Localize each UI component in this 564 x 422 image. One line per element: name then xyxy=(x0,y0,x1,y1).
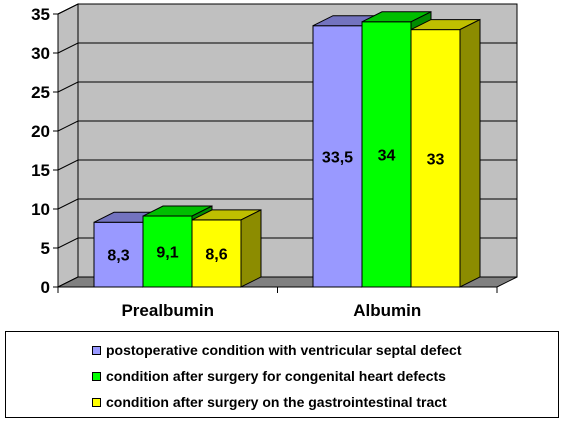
legend-item-2: condition after surgery for congenital h… xyxy=(92,368,446,384)
data-label: 33 xyxy=(427,151,445,168)
y-tick-label: 0 xyxy=(41,278,50,297)
legend-swatch-3 xyxy=(92,397,101,407)
y-tick-label: 20 xyxy=(31,122,50,141)
bar-2-albumin xyxy=(361,21,412,288)
bar-3-albumin xyxy=(410,29,461,288)
legend-label-2: condition after surgery for congenital h… xyxy=(106,368,446,384)
y-tick-label: 35 xyxy=(31,5,50,24)
bar-1-prealbumin xyxy=(93,221,144,288)
y-tick-label: 25 xyxy=(31,83,50,102)
legend-label-3: condition after surgery on the gastroint… xyxy=(106,394,447,410)
legend-item-3: condition after surgery on the gastroint… xyxy=(92,394,447,410)
data-label: 34 xyxy=(378,147,396,164)
data-label: 33,5 xyxy=(322,149,353,166)
side-wall xyxy=(57,3,79,288)
chart-bars: 8,3 9,1 8,6 33,5 34 33 xyxy=(93,10,481,288)
y-tick-label: 10 xyxy=(31,200,50,219)
data-label: 9,1 xyxy=(156,245,178,262)
y-axis: 0 5 10 15 20 25 30 35 xyxy=(31,5,59,297)
y-tick-label: 15 xyxy=(31,161,50,180)
bar-chart: 0 5 10 15 20 25 30 35 8,3 9,1 8,6 33,5 34 33 Prealbu… xyxy=(31,3,518,320)
x-category-label: Albumin xyxy=(353,301,421,320)
legend-swatch-2 xyxy=(92,371,101,381)
gridline-35 xyxy=(57,3,517,15)
x-category-label: Prealbumin xyxy=(121,301,214,320)
bar-side-3-albumin xyxy=(459,18,481,288)
legend-swatch-1 xyxy=(92,345,101,355)
bar-side-3-prealbumin xyxy=(240,209,262,288)
data-label: 8,6 xyxy=(205,246,227,263)
bar-1-albumin xyxy=(312,25,363,288)
legend-label-1: postoperative condition with ventricular… xyxy=(106,342,462,358)
y-tick-label: 30 xyxy=(31,44,50,63)
data-label: 8,3 xyxy=(107,248,129,265)
legend-item-1: postoperative condition with ventricular… xyxy=(92,342,462,358)
x-axis: Prealbumin Albumin xyxy=(57,286,498,320)
chart-legend: postoperative condition with ventricular… xyxy=(5,331,559,418)
y-tick-label: 5 xyxy=(41,239,50,258)
